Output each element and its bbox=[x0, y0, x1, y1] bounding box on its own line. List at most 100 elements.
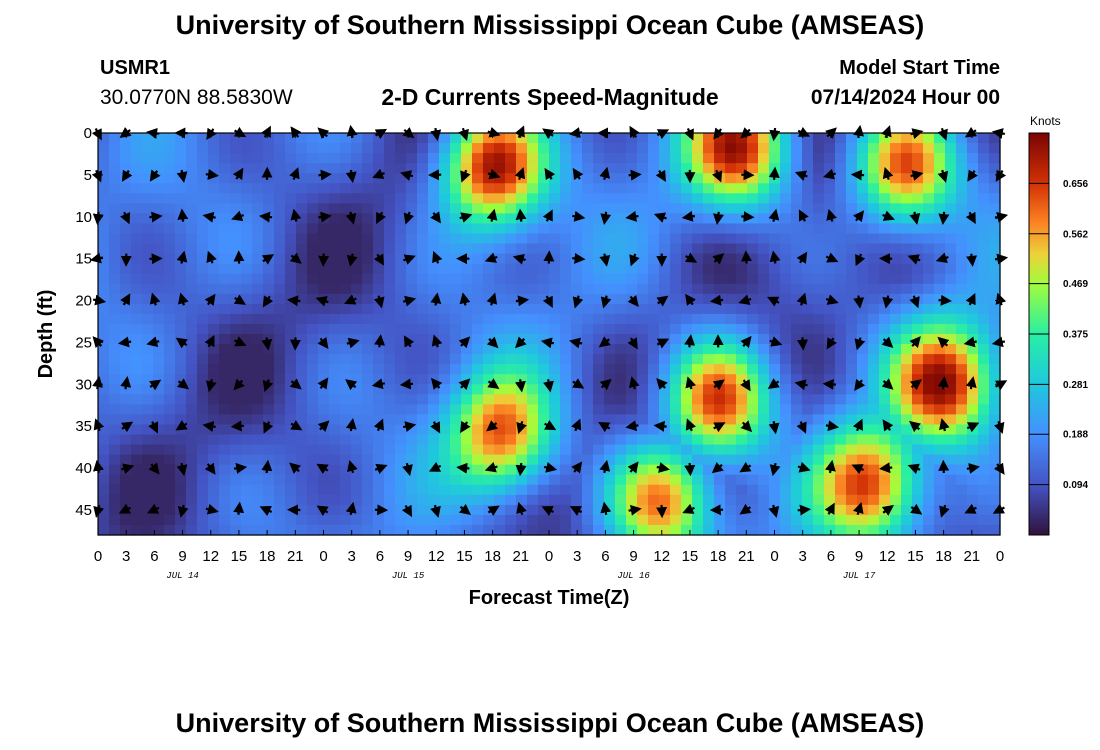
heatmap-cell bbox=[219, 213, 231, 225]
heatmap-cell bbox=[802, 273, 814, 285]
heatmap-cell bbox=[736, 444, 748, 456]
heatmap-cell bbox=[186, 133, 198, 144]
heatmap-cell bbox=[549, 203, 561, 214]
heatmap-cell bbox=[241, 263, 253, 275]
heatmap-cell bbox=[582, 193, 594, 204]
heatmap-cell bbox=[912, 303, 924, 315]
heatmap-cell bbox=[208, 524, 220, 536]
heatmap-cell bbox=[164, 484, 176, 496]
heatmap-cell bbox=[527, 414, 539, 426]
heatmap-cell bbox=[934, 514, 946, 526]
heatmap-cell bbox=[439, 203, 451, 214]
current-vector bbox=[684, 334, 696, 348]
heatmap-cell bbox=[373, 273, 385, 285]
heatmap-cell bbox=[989, 394, 1001, 405]
heatmap-cell bbox=[318, 283, 330, 295]
heatmap-cell bbox=[593, 273, 605, 285]
heatmap-cell bbox=[274, 524, 286, 536]
heatmap-cell bbox=[824, 514, 836, 526]
heatmap-cell bbox=[648, 213, 660, 225]
heatmap-cell bbox=[472, 364, 484, 375]
heatmap-cell bbox=[109, 283, 121, 295]
heatmap-cell bbox=[879, 243, 891, 255]
heatmap-cell bbox=[98, 153, 110, 164]
heatmap-cell bbox=[967, 394, 979, 405]
current-vector bbox=[713, 211, 724, 225]
heatmap-cell bbox=[505, 374, 517, 385]
heatmap-cell bbox=[549, 514, 561, 526]
heatmap-cell bbox=[868, 173, 880, 184]
y-axis-label: Depth (ft) bbox=[35, 290, 57, 379]
heatmap-cell bbox=[593, 203, 605, 214]
heatmap-cell bbox=[945, 223, 957, 235]
heatmap-cell bbox=[802, 173, 814, 184]
heatmap-cell bbox=[340, 464, 352, 476]
heatmap-cell bbox=[450, 193, 462, 204]
heatmap-cell bbox=[230, 344, 242, 355]
heatmap-cell bbox=[186, 283, 198, 295]
heatmap-cell bbox=[472, 454, 484, 466]
heatmap-cell bbox=[593, 313, 605, 325]
heatmap-cell bbox=[208, 263, 220, 275]
heatmap-cell bbox=[560, 163, 572, 174]
heatmap-cell bbox=[571, 163, 583, 174]
heatmap-cell bbox=[296, 133, 308, 144]
current-vector bbox=[262, 379, 274, 393]
heatmap-cell bbox=[494, 424, 506, 436]
heatmap-cell bbox=[549, 223, 561, 235]
heatmap-cell bbox=[857, 474, 869, 486]
heatmap-cell bbox=[483, 404, 495, 415]
heatmap-cell bbox=[725, 273, 737, 285]
heatmap-cell bbox=[956, 484, 968, 496]
heatmap-cell bbox=[747, 374, 759, 385]
heatmap-cell bbox=[538, 424, 550, 436]
heatmap-cell bbox=[274, 494, 286, 506]
heatmap-cell bbox=[747, 203, 759, 214]
heatmap-cell bbox=[791, 203, 803, 214]
heatmap-cell bbox=[703, 193, 715, 204]
heatmap-cell bbox=[670, 384, 682, 395]
heatmap-cell bbox=[307, 223, 319, 235]
heatmap-cell bbox=[406, 414, 418, 426]
heatmap-cell bbox=[197, 263, 209, 275]
heatmap-cell bbox=[219, 223, 231, 235]
heatmap-cell bbox=[615, 263, 627, 275]
heatmap-cell bbox=[703, 253, 715, 265]
heatmap-cell bbox=[802, 203, 814, 214]
heatmap-cell bbox=[648, 364, 660, 375]
heatmap-cell bbox=[747, 183, 759, 194]
heatmap-cell bbox=[164, 404, 176, 415]
heatmap-cell bbox=[703, 243, 715, 255]
heatmap-cell bbox=[505, 404, 517, 415]
heatmap-cell bbox=[241, 344, 253, 355]
heatmap-cell bbox=[725, 223, 737, 235]
heatmap-cell bbox=[714, 153, 726, 164]
heatmap-cell bbox=[648, 273, 660, 285]
heatmap-cell bbox=[373, 404, 385, 415]
current-vector bbox=[317, 377, 329, 390]
heatmap-cell bbox=[879, 474, 891, 486]
heatmap-cell bbox=[329, 173, 341, 184]
current-vector bbox=[768, 504, 780, 518]
x-tick-label: 0 bbox=[770, 548, 778, 565]
current-vector bbox=[344, 294, 357, 305]
heatmap-cell bbox=[967, 494, 979, 506]
heatmap-cell bbox=[219, 464, 231, 476]
heatmap-cell bbox=[362, 344, 374, 355]
heatmap-cell bbox=[857, 313, 869, 325]
station-id: USMR1 bbox=[100, 57, 171, 79]
heatmap-cell bbox=[439, 273, 451, 285]
heatmap-cell bbox=[219, 143, 231, 154]
heatmap-cell bbox=[714, 354, 726, 365]
heatmap-cell bbox=[428, 153, 440, 164]
heatmap-cell bbox=[538, 434, 550, 446]
heatmap-cell bbox=[835, 303, 847, 315]
heatmap-cell bbox=[395, 414, 407, 426]
heatmap-cell bbox=[307, 163, 319, 174]
heatmap-cell bbox=[538, 494, 550, 506]
heatmap-cell bbox=[395, 344, 407, 355]
heatmap-cell bbox=[560, 233, 572, 245]
heatmap-cell bbox=[285, 323, 297, 335]
heatmap-cell bbox=[263, 163, 275, 174]
